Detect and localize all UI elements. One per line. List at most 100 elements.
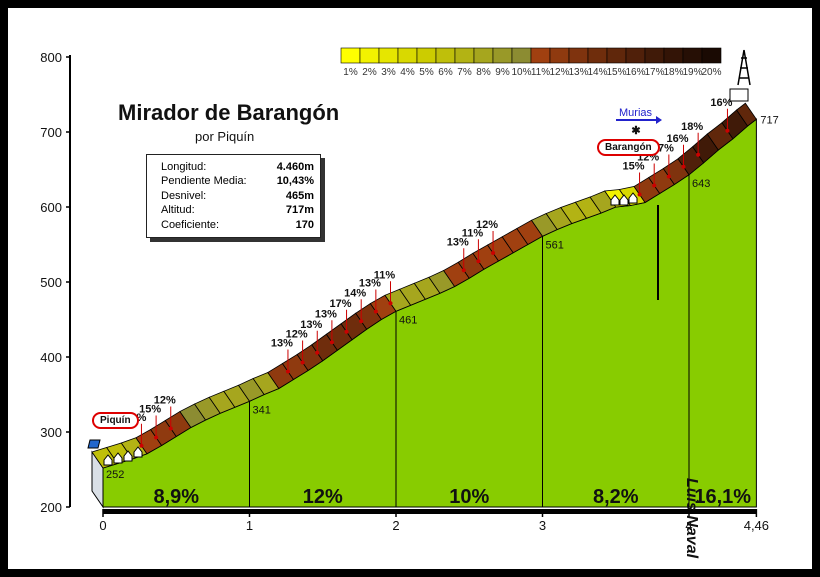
- house-icon: [610, 194, 620, 206]
- legend-label: 13%: [568, 67, 588, 78]
- legend-label: 17%: [644, 67, 664, 78]
- segment-grade-label: 16,1%: [694, 486, 751, 508]
- stat-value: 10,43%: [276, 175, 314, 188]
- grade-label: 13%: [271, 338, 293, 350]
- chart-subtitle: por Piquín: [195, 129, 255, 144]
- x-tick-label: 4,46: [744, 518, 769, 533]
- legend-swatch: [625, 47, 646, 64]
- grade-pin-dot: [373, 309, 378, 314]
- altitude-label: 461: [399, 314, 417, 326]
- legend-label: 3%: [381, 67, 396, 78]
- grade-pin-dot: [725, 128, 730, 133]
- legend-label: 18%: [663, 67, 683, 78]
- legend-label: 6%: [438, 67, 453, 78]
- legend-label: 1%: [343, 67, 358, 78]
- y-tick-label: 800: [40, 50, 62, 65]
- legend-swatch: [454, 47, 475, 64]
- legend-swatch: [511, 47, 532, 64]
- stat-label: Coeficiente:: [161, 218, 220, 231]
- place-label-end: Barangón: [597, 139, 660, 156]
- altitude-label: 252: [106, 469, 124, 481]
- legend-swatch: [397, 47, 418, 64]
- grade-pin-dot: [359, 319, 364, 324]
- stat-row: Longitud: 4.460m: [147, 160, 320, 174]
- legend-swatch: [378, 47, 399, 64]
- legend-label: 20%: [701, 67, 721, 78]
- grade-label: 16%: [666, 133, 688, 145]
- legend-swatch: [435, 47, 456, 64]
- house-icon: [113, 452, 123, 464]
- x-tick-label: 2: [392, 518, 399, 533]
- legend-swatch: [682, 47, 703, 64]
- stat-row: Coeficiente: 170: [147, 218, 320, 232]
- legend-label: 8%: [476, 67, 491, 78]
- y-tick-label: 500: [40, 275, 62, 290]
- legend-label: 9%: [495, 67, 510, 78]
- grade-pin-dot: [666, 174, 671, 179]
- grade-pin-dot: [344, 329, 349, 334]
- grade-label: 13%: [359, 278, 381, 290]
- x-axis-bar: [103, 509, 757, 514]
- grade-label: 13%: [300, 319, 322, 331]
- stat-row: Altitud: 717m: [147, 203, 320, 217]
- author-signature: Luis Naval: [683, 478, 700, 559]
- legend-label: 5%: [419, 67, 434, 78]
- place-label-murias: Murias: [619, 107, 653, 119]
- grade-label: 13%: [447, 236, 469, 248]
- legend-label: 2%: [362, 67, 377, 78]
- legend-label: 14%: [587, 67, 607, 78]
- grade-label: 16%: [710, 97, 732, 109]
- grade-label: 17%: [330, 298, 352, 310]
- y-tick-label: 300: [40, 425, 62, 440]
- stats-box: Longitud: 4.460m Pendiente Media: 10,43% Des…: [146, 154, 321, 238]
- legend-label: 16%: [625, 67, 645, 78]
- legend-label: 11%: [531, 67, 550, 78]
- legend-label: 10%: [511, 67, 531, 78]
- x-tick-label: 4: [685, 518, 692, 533]
- house-icon: [628, 192, 638, 204]
- legend-swatch: [473, 47, 494, 64]
- grade-pin-dot: [681, 164, 686, 169]
- viewpoint-icon: [729, 88, 749, 102]
- legend-swatch: [606, 47, 627, 64]
- grade-label: 14%: [344, 287, 366, 299]
- grade-label: 12%: [154, 395, 176, 407]
- grade-label: 15%: [139, 404, 161, 416]
- segment-grade-label: 10%: [449, 486, 489, 508]
- grade-label: 12%: [286, 329, 308, 341]
- grade-pin-dot: [652, 183, 657, 188]
- grade-pin-dot: [315, 350, 320, 355]
- legend-swatch: [340, 47, 361, 64]
- house-icon: [123, 450, 133, 462]
- stat-row: Pendiente Media: 10,43%: [147, 174, 320, 188]
- legend-label: 4%: [400, 67, 415, 78]
- legend-label: 15%: [606, 67, 626, 78]
- stat-value: 170: [295, 218, 314, 231]
- legend-swatch: [568, 47, 589, 64]
- grade-pin-dot: [168, 426, 173, 431]
- grade-pin-dot: [329, 340, 334, 345]
- antenna-tower-icon: [737, 49, 751, 86]
- legend-swatch: [549, 47, 570, 64]
- grade-label: 11%: [374, 269, 396, 281]
- legend-swatch: [587, 47, 608, 64]
- legend-label: 19%: [682, 67, 702, 78]
- segment-grade-label: 12%: [303, 486, 343, 508]
- house-icon: [103, 454, 113, 466]
- grade-pin-dot: [461, 268, 466, 273]
- grade-pin-dot: [154, 435, 159, 440]
- stat-value: 4.460m: [276, 161, 314, 173]
- grade-pin-dot: [491, 251, 496, 255]
- legend-swatch: [530, 47, 551, 64]
- legend-label: 7%: [457, 67, 472, 78]
- stat-label: Longitud:: [161, 161, 207, 173]
- grade-pin-dot: [388, 301, 393, 306]
- grade-pin-dot: [285, 369, 290, 374]
- murias-arrow-head: [656, 116, 662, 124]
- legend-swatch: [416, 47, 437, 64]
- legend-swatch: [492, 47, 513, 64]
- stat-row: Desnivel: 465m: [147, 189, 320, 203]
- y-tick-label: 200: [40, 500, 62, 515]
- stat-label: Pendiente Media:: [161, 175, 247, 188]
